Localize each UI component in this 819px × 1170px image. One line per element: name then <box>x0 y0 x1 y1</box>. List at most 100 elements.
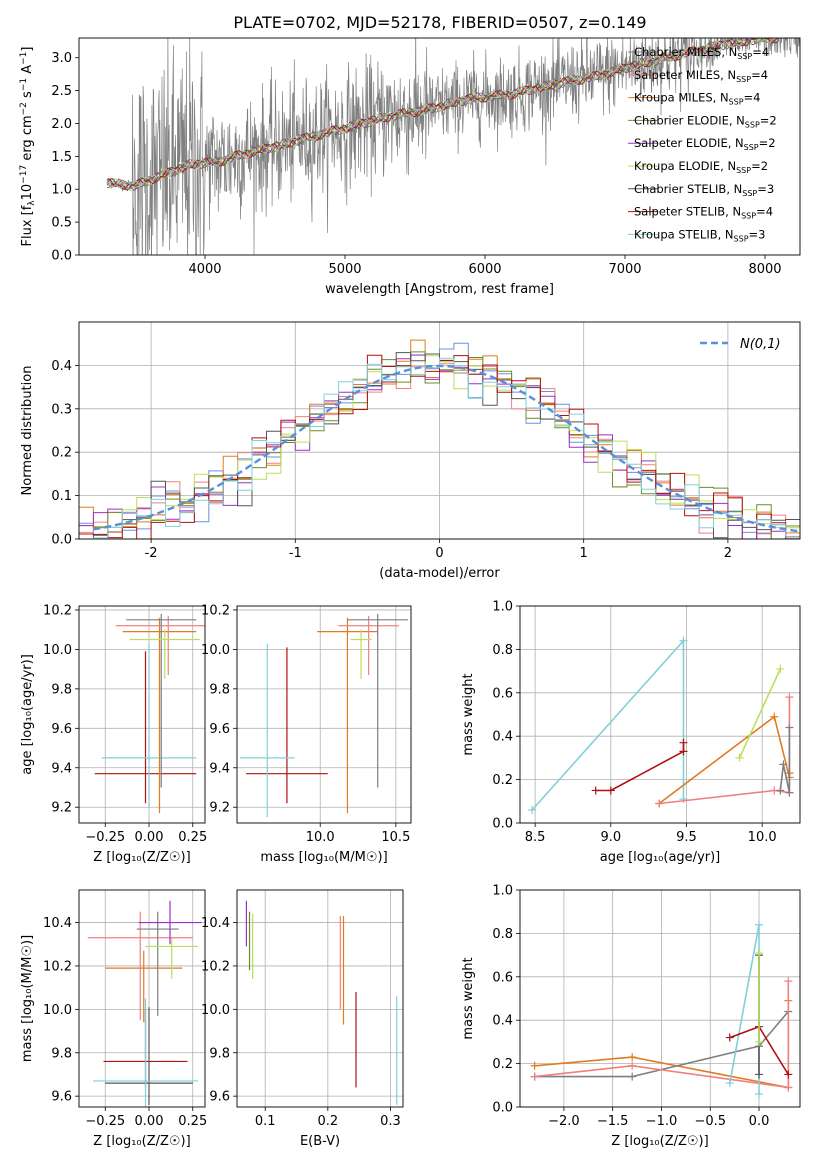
age-vs-Z-xlabel: Z [log₁₀(Z/Z☉)] <box>93 850 190 865</box>
weight-vs-age-series-0-marker-0 <box>528 805 537 814</box>
weight-vs-Z-ylabel: mass weight <box>461 957 476 1039</box>
weight-vs-age-series-2-marker-1 <box>770 712 779 721</box>
weight-vs-age-ylabel: mass weight <box>461 673 476 755</box>
spectrum-legend-count-4: =2 <box>759 136 776 150</box>
spectrum-legend-label-0: Chabrier MILES, NSSP=4 <box>634 45 769 61</box>
weight-vs-age-series-3-marker-3 <box>785 693 794 702</box>
weight-vs-age-series-5-marker-1 <box>779 760 788 769</box>
weight-vs-Z-series-2-marker-1 <box>628 1061 637 1070</box>
spectrum-model-8 <box>106 38 779 189</box>
residuals-xlabel: (data-model)/error <box>379 566 500 581</box>
spectrum-ytick-label-5: 2.5 <box>51 84 72 99</box>
weight-vs-Z-series-2-marker-2 <box>784 1083 793 1092</box>
weight-vs-age-ytick-label-4: 0.8 <box>492 643 513 658</box>
residuals-frame <box>78 321 801 540</box>
spectrum-ylabel-part-2: 10 <box>20 184 35 201</box>
weight-vs-Z-series-1 <box>534 1010 789 1078</box>
weight-vs-Z-xtick-label-2: −1.0 <box>646 1114 678 1129</box>
age-vs-Z-frame <box>78 605 206 824</box>
residuals-plot-area <box>79 339 800 539</box>
residuals-hist-6 <box>79 352 800 539</box>
spectrum-ylabel-part-9: −1 <box>19 52 29 65</box>
mass-vs-ebv-ytick-label-2: 10.0 <box>201 1003 230 1018</box>
spectrum-panel: 4000 5000 6000 7000 8000 0.0 0.5 1.0 1.5 2.0 2.5 3.… <box>19 37 801 297</box>
mass-vs-Z-ytick-label-1: 9.8 <box>51 1046 72 1061</box>
age-vs-mass-ytick-label-1: 9.4 <box>209 761 230 776</box>
residuals-panel: -2 -1 0 1 2 0.0 0.1 0.2 0.3 0.4 (data-model)/error… <box>20 321 801 581</box>
age-vs-Z-ytick-label-1: 9.4 <box>51 761 72 776</box>
weight-vs-Z-ytick-label-4: 0.8 <box>492 927 513 942</box>
weight-vs-Z-ytick-label-2: 0.4 <box>492 1014 513 1029</box>
weight-vs-age-series-5-marker-2 <box>785 788 794 797</box>
weight-vs-age-xtick-label-2: 9.5 <box>676 830 697 845</box>
spectrum-model-5 <box>106 38 780 192</box>
spectrum-ylabel-part-5: −2 <box>19 102 29 115</box>
spectrum-legend-name-3: Chabrier ELODIE, N <box>634 113 745 127</box>
spectrum-legend-label-8: Kroupa STELIB, NSSP=3 <box>634 227 765 243</box>
weight-vs-Z-ytick-label-3: 0.6 <box>492 970 513 985</box>
weight-vs-Z-series-5-marker-0 <box>755 1070 764 1079</box>
age-vs-mass-frame <box>236 605 412 824</box>
residuals-ytick-label-1: 0.1 <box>51 489 72 504</box>
weight-vs-age-series-3 <box>659 697 791 805</box>
spectrum-legend-label-1: Salpeter MILES, NSSP=4 <box>634 68 768 84</box>
spectrum-ylabel-part-8: A <box>20 65 35 78</box>
spectrum-xtick-label-3: 7000 <box>608 262 641 277</box>
spectrum-data-line <box>106 38 800 255</box>
residuals-ytick-label-3: 0.3 <box>51 402 72 417</box>
mass-vs-ebv-plot-area <box>245 900 398 1105</box>
spectrum-legend-sub-4: SSP <box>744 143 759 152</box>
age-vs-Z-xtick-label-1: 0.00 <box>135 830 164 845</box>
weight-vs-age-plot-area <box>528 636 794 814</box>
mass-vs-ebv-xtick-label-1: 0.2 <box>317 1114 338 1129</box>
weight-vs-age-xlabel: age [log₁₀(age/yr)] <box>600 850 721 865</box>
spectrum-legend-sub-8: SSP <box>734 234 749 243</box>
weight-vs-Z-series-1-marker-1 <box>628 1072 637 1081</box>
age-vs-mass-ytick-label-0: 9.2 <box>209 801 230 816</box>
age-vs-Z-ytick-label-5: 10.2 <box>43 603 72 618</box>
mass-vs-Z-ytick-label-0: 9.6 <box>51 1090 72 1105</box>
residuals-xtick-label-4: 2 <box>724 546 732 561</box>
weight-vs-Z-xtick-label-0: −2.0 <box>548 1114 580 1129</box>
weight-vs-age-series-4-marker-1 <box>776 664 785 673</box>
spectrum-legend-sub-5: SSP <box>736 166 751 175</box>
mass-vs-ebv-frame <box>236 889 404 1108</box>
spectrum-xtick-label-4: 8000 <box>748 262 781 277</box>
spectrum-legend-name-2: Kroupa MILES, N <box>634 91 729 105</box>
age-vs-Z-panel: −0.25 0.00 0.25 9.2 9.4 9.6 9.8 10.0 10.2 Z [log₁… <box>20 603 207 865</box>
weight-vs-age-series-1-marker-3 <box>679 738 688 747</box>
residuals-ytick-label-2: 0.2 <box>51 446 72 461</box>
weight-vs-Z-series-4-marker-0 <box>725 1033 734 1042</box>
spectrum-xtick-label-2: 6000 <box>468 262 501 277</box>
spectrum-ylabel-part-6: s <box>20 91 35 102</box>
weight-vs-age-series-1-marker-1 <box>606 786 615 795</box>
spectrum-legend-sub-0: SSP <box>737 52 752 61</box>
spectrum-legend-sub-6: SSP <box>742 189 757 198</box>
mass-vs-Z-ytick-label-3: 10.2 <box>43 959 72 974</box>
spectrum-ytick-label-6: 3.0 <box>51 51 72 66</box>
spectrum-legend-name-8: Kroupa STELIB, N <box>634 227 734 241</box>
spectrum-legend-sub-1: SSP <box>736 75 751 84</box>
spectrum-ylabel-part-0: Flux [f <box>20 205 35 246</box>
weight-vs-age-series-5 <box>779 727 791 793</box>
weight-vs-Z-series-4-marker-2 <box>784 1070 793 1079</box>
age-vs-mass-ytick-label-5: 10.2 <box>201 603 230 618</box>
age-vs-Z-xtick-label-2: 0.25 <box>178 830 207 845</box>
age-vs-Z-ylabel: age [log₁₀(age/yr)] <box>20 654 35 775</box>
mass-vs-Z-ytick-label-2: 10.0 <box>43 1003 72 1018</box>
weight-vs-age-series-0 <box>531 638 685 811</box>
spectrum-legend-count-6: =3 <box>757 182 774 196</box>
spectrum-legend-sub-2: SSP <box>729 98 744 107</box>
weight-vs-Z-plot-area <box>530 920 793 1098</box>
age-vs-Z-plot-area <box>94 613 205 814</box>
spectrum-xtick-label-0: 4000 <box>188 262 221 277</box>
residuals-ylabel: Normed distribution <box>20 366 35 496</box>
mass-vs-ebv-ytick-label-0: 9.6 <box>209 1090 230 1105</box>
weight-vs-Z-xlabel: Z [log₁₀(Z/Z☉)] <box>611 1134 708 1149</box>
spectrum-ylabel-part-3: −17 <box>19 165 29 184</box>
mass-vs-ebv-xlabel: E(B-V) <box>300 1134 340 1149</box>
mass-vs-ebv-ytick-label-4: 10.4 <box>201 916 230 931</box>
spectrum-ylabel: Flux [fλ10−17 erg cm−2 s−1 A−1] <box>19 47 37 247</box>
age-vs-mass-ytick-label-2: 9.6 <box>209 722 230 737</box>
